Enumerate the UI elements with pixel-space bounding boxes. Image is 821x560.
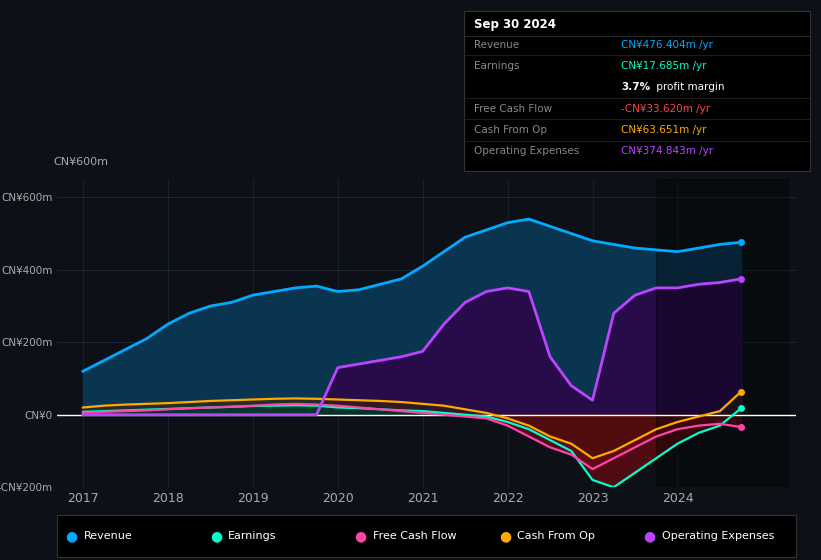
Text: CN¥600m: CN¥600m: [54, 157, 108, 167]
Text: -CN¥33.620m /yr: -CN¥33.620m /yr: [621, 104, 711, 114]
Text: profit margin: profit margin: [653, 82, 724, 92]
Text: Cash From Op: Cash From Op: [517, 531, 595, 541]
Text: Revenue: Revenue: [474, 40, 519, 50]
Text: ●: ●: [644, 529, 656, 543]
Text: Earnings: Earnings: [474, 61, 519, 71]
Text: Sep 30 2024: Sep 30 2024: [474, 18, 556, 31]
Text: CN¥374.843m /yr: CN¥374.843m /yr: [621, 146, 713, 156]
Text: 3.7%: 3.7%: [621, 82, 650, 92]
Text: Operating Expenses: Operating Expenses: [662, 531, 774, 541]
Text: Operating Expenses: Operating Expenses: [474, 146, 579, 156]
Text: Revenue: Revenue: [84, 531, 132, 541]
Text: CN¥17.685m /yr: CN¥17.685m /yr: [621, 61, 707, 71]
Text: CN¥63.651m /yr: CN¥63.651m /yr: [621, 125, 707, 135]
Text: ●: ●: [499, 529, 511, 543]
Text: Free Cash Flow: Free Cash Flow: [373, 531, 456, 541]
Text: ●: ●: [66, 529, 78, 543]
Text: Cash From Op: Cash From Op: [474, 125, 547, 135]
Text: ●: ●: [355, 529, 367, 543]
Text: Earnings: Earnings: [228, 531, 277, 541]
Bar: [656, 179, 788, 487]
Text: CN¥476.404m /yr: CN¥476.404m /yr: [621, 40, 713, 50]
Text: Free Cash Flow: Free Cash Flow: [474, 104, 552, 114]
Text: ●: ●: [210, 529, 222, 543]
